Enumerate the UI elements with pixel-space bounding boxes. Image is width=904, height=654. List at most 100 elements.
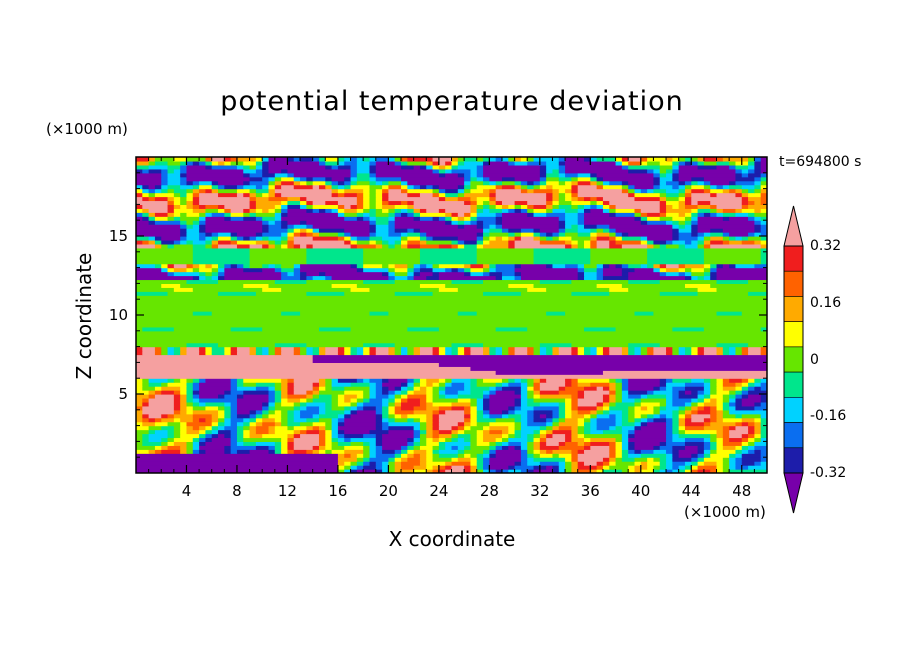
heatmap-cell <box>653 405 661 411</box>
heatmap-cell <box>148 401 175 407</box>
heatmap-cell <box>407 382 415 387</box>
heatmap-cell <box>236 397 270 403</box>
heatmap-cell <box>741 204 749 209</box>
heatmap-cell <box>306 342 364 348</box>
heatmap-cell <box>337 465 345 470</box>
heatmap-cell <box>716 401 724 407</box>
heatmap-cell <box>369 172 377 178</box>
heatmap-cell <box>344 386 371 391</box>
heatmap-cell <box>180 216 200 221</box>
heatmap-cell <box>672 168 680 174</box>
heatmap-cell <box>211 425 219 431</box>
heatmap-cell <box>407 243 421 249</box>
heatmap-cell <box>628 180 655 186</box>
heatmap-cell <box>483 157 490 162</box>
heatmap-cell <box>369 224 377 229</box>
heatmap-cell <box>596 405 604 411</box>
heatmap-cell <box>552 449 572 454</box>
heatmap-cell <box>224 425 238 431</box>
heatmap-cell <box>199 188 207 194</box>
heatmap-cell <box>508 157 516 162</box>
heatmap-cell <box>501 409 509 415</box>
heatmap-cell <box>666 168 673 174</box>
heatmap-cell <box>363 208 371 213</box>
heatmap-cell <box>363 405 377 411</box>
heatmap-cell <box>539 236 547 241</box>
heatmap-cell <box>754 449 762 454</box>
heatmap-cell <box>407 208 415 213</box>
heatmap-cell <box>565 188 572 194</box>
heatmap-cell <box>230 445 257 450</box>
heatmap-cell <box>199 267 213 273</box>
heatmap-cell <box>672 425 680 431</box>
heatmap-cell <box>748 390 767 395</box>
heatmap-cell <box>558 441 566 446</box>
heatmap-cell <box>268 346 276 352</box>
heatmap-cell <box>501 382 509 387</box>
heatmap-cell <box>262 168 270 174</box>
heatmap-cell <box>426 413 434 419</box>
heatmap-cell <box>647 461 661 466</box>
heatmap-cell <box>173 192 181 198</box>
heatmap-cell <box>722 157 749 162</box>
heatmap-cell <box>199 160 207 166</box>
heatmap-cell <box>287 409 295 415</box>
heatmap-cell <box>609 287 629 292</box>
heatmap-cell <box>382 184 389 190</box>
heatmap-cell <box>356 283 421 288</box>
heatmap-cell <box>470 417 478 423</box>
heatmap-cell <box>300 413 314 419</box>
heatmap-cell <box>318 160 326 166</box>
heatmap-cell <box>312 386 320 391</box>
heatmap-cell <box>173 441 188 446</box>
heatmap-cell <box>464 437 472 442</box>
heatmap-cell <box>653 263 661 269</box>
heatmap-cell <box>659 413 667 419</box>
heatmap-cell <box>716 342 749 348</box>
heatmap-cell <box>514 378 522 383</box>
heatmap-cell <box>337 212 345 217</box>
heatmap-cell <box>659 441 667 446</box>
heatmap-cell <box>653 168 661 174</box>
heatmap-cell <box>186 394 194 399</box>
heatmap-cell <box>628 465 636 470</box>
heatmap-cell <box>337 469 345 473</box>
heatmap-cell <box>697 204 711 209</box>
heatmap-cell <box>609 401 617 407</box>
heatmap-cell <box>211 311 282 316</box>
heatmap-cell <box>293 437 320 442</box>
heatmap-cell <box>710 390 718 395</box>
heatmap-cell <box>218 263 225 269</box>
heatmap-cell <box>672 236 680 241</box>
heatmap-cell <box>192 180 200 186</box>
heatmap-cell <box>363 212 371 217</box>
heatmap-cell <box>180 212 188 217</box>
heatmap-cell <box>154 350 162 356</box>
heatmap-cell <box>287 397 301 403</box>
heatmap-cell <box>255 200 282 205</box>
heatmap-cell <box>192 204 200 209</box>
heatmap-cell <box>684 160 692 166</box>
heatmap-cell <box>584 263 598 269</box>
heatmap-cell <box>199 216 207 221</box>
heatmap-cell <box>691 180 699 186</box>
heatmap-cell <box>426 232 478 237</box>
heatmap-cell <box>337 437 345 442</box>
heatmap-cell <box>382 433 415 439</box>
x-tick-label: 4 <box>181 482 192 500</box>
heatmap-cell <box>684 413 692 419</box>
heatmap-cell <box>262 409 270 415</box>
heatmap-cell <box>180 397 188 403</box>
heatmap-cell <box>413 200 465 205</box>
heatmap-cell <box>337 401 352 407</box>
heatmap-cell <box>224 160 232 166</box>
heatmap-cell <box>666 346 673 352</box>
heatmap-cell <box>672 160 680 166</box>
heatmap-cell <box>470 378 478 383</box>
heatmap-cell <box>236 239 257 245</box>
colorbar-box <box>783 447 804 474</box>
heatmap-cell <box>318 184 326 190</box>
heatmap-cell <box>684 465 692 470</box>
heatmap-cell <box>710 228 724 233</box>
heatmap-cell <box>136 247 194 253</box>
